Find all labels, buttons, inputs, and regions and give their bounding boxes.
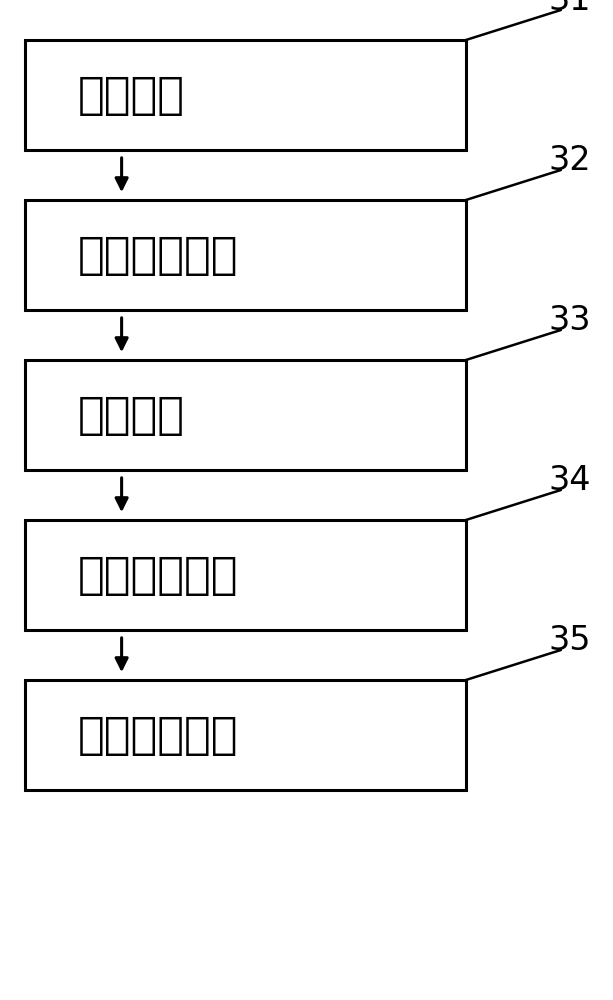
Bar [25, 200, 466, 310]
Text: 发送模块: 发送模块 [77, 74, 185, 117]
Text: 34: 34 [549, 464, 592, 496]
Text: 第二判断模块: 第二判断模块 [77, 554, 238, 596]
Text: 生成模块: 生成模块 [77, 394, 185, 437]
Bar [25, 40, 466, 150]
Text: 33: 33 [549, 304, 592, 337]
Bar [25, 520, 466, 630]
Text: 31: 31 [549, 0, 592, 16]
Text: 32: 32 [549, 143, 592, 176]
Bar [25, 360, 466, 470]
Text: 第一指示模块: 第一指示模块 [77, 714, 238, 757]
Bar [25, 680, 466, 790]
Text: 第一判断模块: 第一判断模块 [77, 234, 238, 277]
Text: 35: 35 [549, 624, 592, 656]
